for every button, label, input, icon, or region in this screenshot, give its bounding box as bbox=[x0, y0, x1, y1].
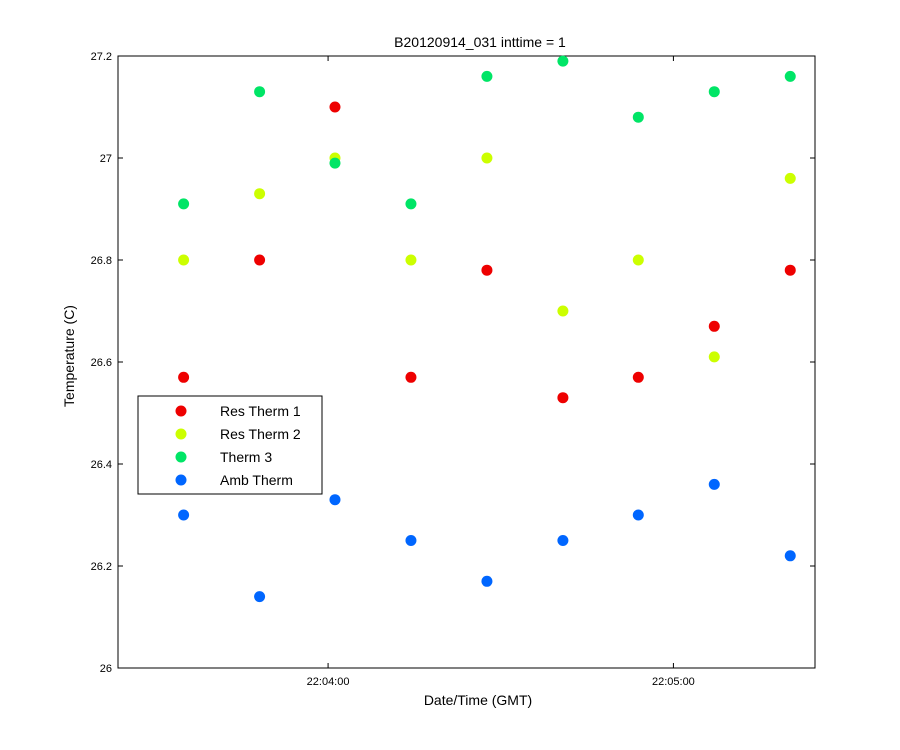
point-therm-3 bbox=[329, 157, 341, 169]
legend-entries: Res Therm 1 Res Therm 2 Therm 3 Amb Therm bbox=[175, 403, 301, 488]
y-tick-label: 26.6 bbox=[91, 357, 112, 369]
point-res-therm-1 bbox=[405, 371, 417, 383]
legend-marker-therm-3 bbox=[175, 451, 187, 463]
point-amb-therm bbox=[178, 509, 190, 521]
x-tick-label: 22:04:00 bbox=[307, 676, 350, 688]
plot-area bbox=[117, 55, 816, 669]
legend-label-res-therm-2: Res Therm 2 bbox=[220, 426, 301, 442]
x-axis: 22:04:00 22:05:00 bbox=[307, 56, 695, 688]
point-therm-3 bbox=[557, 55, 569, 67]
legend-marker-res-therm-1 bbox=[175, 405, 187, 417]
point-res-therm-2 bbox=[557, 305, 569, 317]
point-therm-3 bbox=[254, 86, 266, 98]
point-res-therm-1 bbox=[254, 254, 266, 266]
legend-marker-res-therm-2 bbox=[175, 428, 187, 440]
y-tick-label: 26.8 bbox=[91, 255, 112, 267]
point-therm-3 bbox=[178, 198, 190, 210]
point-res-therm-2 bbox=[632, 254, 644, 266]
point-res-therm-2 bbox=[784, 172, 796, 184]
point-amb-therm bbox=[481, 575, 493, 587]
legend-label-amb-therm: Amb Therm bbox=[220, 472, 293, 488]
point-therm-3 bbox=[708, 86, 720, 98]
legend: Res Therm 1 Res Therm 2 Therm 3 Amb Therm bbox=[137, 395, 323, 495]
point-res-therm-1 bbox=[708, 320, 720, 332]
point-therm-3 bbox=[405, 198, 417, 210]
y-axis-title: Temperature (C) bbox=[61, 305, 77, 407]
y-tick-label: 26.2 bbox=[91, 561, 112, 573]
point-amb-therm bbox=[405, 535, 417, 546]
point-res-therm-1 bbox=[784, 264, 796, 276]
legend-label-res-therm-1: Res Therm 1 bbox=[220, 403, 301, 419]
point-res-therm-1 bbox=[178, 371, 190, 383]
point-amb-therm bbox=[632, 509, 644, 521]
y-tick-label: 26 bbox=[100, 663, 112, 675]
point-res-therm-2 bbox=[405, 254, 417, 266]
point-therm-3 bbox=[632, 111, 644, 123]
legend-box bbox=[137, 395, 323, 495]
point-res-therm-2 bbox=[481, 152, 493, 164]
point-amb-therm bbox=[329, 494, 341, 506]
legend-marker-amb-therm bbox=[175, 474, 187, 486]
chart-title: B20120914_031 inttime = 1 bbox=[394, 34, 566, 50]
point-amb-therm bbox=[557, 535, 569, 546]
point-therm-3 bbox=[784, 70, 796, 82]
point-res-therm-2 bbox=[178, 254, 190, 266]
data-points bbox=[178, 55, 796, 603]
y-tick-label: 27 bbox=[100, 153, 112, 165]
point-res-therm-2 bbox=[708, 351, 720, 363]
y-tick-label: 27.2 bbox=[91, 51, 112, 63]
point-res-therm-1 bbox=[481, 264, 493, 276]
x-tick-label: 22:05:00 bbox=[652, 676, 695, 688]
legend-label-therm-3: Therm 3 bbox=[220, 449, 272, 465]
point-amb-therm bbox=[708, 478, 720, 490]
point-amb-therm bbox=[254, 591, 266, 603]
point-res-therm-1 bbox=[557, 392, 569, 404]
y-tick-label: 26.4 bbox=[91, 459, 112, 471]
point-amb-therm bbox=[784, 550, 796, 562]
point-res-therm-1 bbox=[329, 101, 341, 113]
x-axis-title: Date/Time (GMT) bbox=[424, 692, 532, 708]
y-axis: 26 26.2 26.4 26.6 26.8 27 27.2 bbox=[91, 51, 815, 675]
point-res-therm-1 bbox=[632, 371, 644, 383]
point-therm-3 bbox=[481, 70, 493, 82]
point-res-therm-2 bbox=[254, 188, 266, 200]
